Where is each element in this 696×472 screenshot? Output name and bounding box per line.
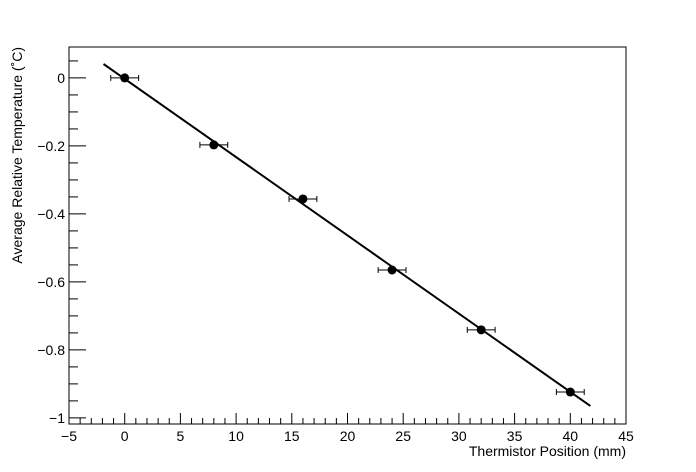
- y-tick-label: 0: [57, 70, 65, 86]
- x-axis-label: Thermistor Position (mm): [469, 443, 626, 459]
- x-tick-label: 30: [451, 428, 467, 444]
- y-tick-label: −0.2: [37, 138, 65, 154]
- data-point: [110, 73, 140, 83]
- x-tick-label: −5: [61, 428, 77, 444]
- x-tick-label: 0: [121, 428, 129, 444]
- point-marker: [387, 265, 397, 275]
- y-tick-label: −0.6: [37, 274, 65, 290]
- data-point: [466, 325, 496, 335]
- data-point: [377, 265, 407, 275]
- data-point: [288, 194, 318, 204]
- data-point: [199, 140, 229, 150]
- point-marker: [120, 73, 130, 83]
- y-tick-label: −0.4: [37, 206, 65, 222]
- fit-line: [102, 63, 591, 407]
- y-axis-label: Average Relative Temperature (˚C): [9, 47, 25, 264]
- y-tick-label: −1: [49, 410, 65, 426]
- point-marker: [565, 387, 575, 397]
- y-tick-label: −0.8: [37, 342, 65, 358]
- x-tick-label: 45: [618, 428, 634, 444]
- x-tick-label: 35: [507, 428, 523, 444]
- x-tick-label: 25: [395, 428, 411, 444]
- point-marker: [298, 194, 308, 204]
- x-tick-label: 5: [177, 428, 185, 444]
- point-marker: [209, 140, 219, 150]
- point-marker: [476, 325, 486, 335]
- x-tick-label: 15: [284, 428, 300, 444]
- x-tick-label: 20: [340, 428, 356, 444]
- x-tick-label: 40: [563, 428, 579, 444]
- x-tick-label: 10: [228, 428, 244, 444]
- data-point: [555, 387, 585, 397]
